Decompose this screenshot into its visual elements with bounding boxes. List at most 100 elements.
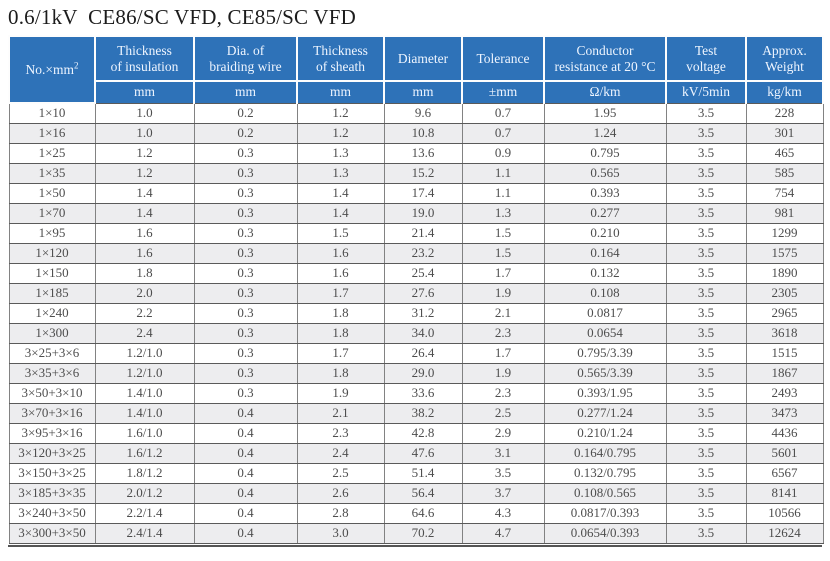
table-row: 1×70 1.4 0.3 1.4 19.0 1.3 0.277 3.5 981: [8, 202, 824, 224]
table-cell: 3.5: [665, 162, 747, 184]
table-cell: 3.5: [665, 442, 747, 464]
col-header-size-label: No.×mm: [25, 61, 75, 77]
table-cell: 0.0817/0.393: [543, 502, 667, 524]
table-row: 3×25+3×6 1.2/1.0 0.3 1.7 26.4 1.7 0.795/3.39 3.…: [8, 342, 824, 364]
table-cell: 0.4: [193, 502, 298, 524]
table-cell: 1.4/1.0: [94, 402, 195, 424]
table-cell: 3.5: [461, 462, 545, 484]
table-row: 1×10 1.0 0.2 1.2 9.6 0.7 1.95 3.5 228: [8, 102, 824, 124]
table-cell: 1.8: [296, 322, 385, 344]
table-cell: 3.5: [665, 242, 747, 264]
table-cell: 3.5: [665, 142, 747, 164]
table-cell: 0.3: [193, 262, 298, 284]
col-header-sheath: Thickness of sheath: [296, 35, 385, 82]
table-cell: 1.5: [461, 242, 545, 264]
table-cell: 0.3: [193, 362, 298, 384]
table-cell: 0.0817: [543, 302, 667, 324]
row-size-label: 1×300: [8, 322, 96, 344]
table-cell: 2.3: [296, 422, 385, 444]
row-size-label: 1×16: [8, 122, 96, 144]
table-cell: 2.4/1.4: [94, 522, 195, 544]
unit-diameter: mm: [383, 80, 463, 103]
table-cell: 2.8: [296, 502, 385, 524]
table-row: 3×50+3×10 1.4/1.0 0.3 1.9 33.6 2.3 0.393/1.95 3…: [8, 382, 824, 404]
col-header-test-voltage: Test voltage: [665, 35, 747, 82]
table-cell: 0.3: [193, 222, 298, 244]
table-row: 3×120+3×25 1.6/1.2 0.4 2.4 47.6 3.1 0.164/0.79…: [8, 442, 824, 464]
table-cell: 15.2: [383, 162, 463, 184]
table-cell: 0.3: [193, 182, 298, 204]
table-cell: 56.4: [383, 482, 463, 504]
table-cell: 13.6: [383, 142, 463, 164]
table-cell: 3.1: [461, 442, 545, 464]
table-cell: 19.0: [383, 202, 463, 224]
unit-tolerance: ±mm: [461, 80, 545, 103]
header-units-row: mm mm mm mm ±mm Ω/km kV/5min kg/km: [9, 80, 824, 103]
table-cell: 70.2: [383, 522, 463, 544]
row-size-label: 3×185+3×35: [8, 482, 96, 504]
table-body: 1×10 1.0 0.2 1.2 9.6 0.7 1.95 3.5 228 1×16 1.0 0.2 1…: [8, 102, 824, 544]
table-cell: 34.0: [383, 322, 463, 344]
table-cell: 3.5: [665, 362, 747, 384]
table-cell: 0.3: [193, 342, 298, 364]
table-cell: 42.8: [383, 422, 463, 444]
table-cell: 1.9: [296, 382, 385, 404]
table-cell: 1.4: [94, 202, 195, 224]
table-cell: 2965: [745, 302, 824, 324]
table-row: 1×16 1.0 0.2 1.2 10.8 0.7 1.24 3.5 301: [8, 122, 824, 144]
table-cell: 1.6: [94, 222, 195, 244]
row-size-label: 1×185: [8, 282, 96, 304]
table-cell: 1.6/1.0: [94, 422, 195, 444]
table-cell: 1.1: [461, 162, 545, 184]
col-header-braiding: Dia. of braiding wire: [193, 35, 298, 82]
table-cell: 0.132: [543, 262, 667, 284]
table-cell: 27.6: [383, 282, 463, 304]
table-row: 1×95 1.6 0.3 1.5 21.4 1.5 0.210 3.5 1299: [8, 222, 824, 244]
col-header-weight: Approx. Weight: [745, 35, 824, 82]
row-size-label: 3×150+3×25: [8, 462, 96, 484]
table-cell: 2.5: [296, 462, 385, 484]
table-cell: 1.6: [296, 262, 385, 284]
table-cell: 2493: [745, 382, 824, 404]
table-cell: 2.5: [461, 402, 545, 424]
table-cell: 3.5: [665, 322, 747, 344]
table-cell: 1.24: [543, 122, 667, 144]
table-cell: 29.0: [383, 362, 463, 384]
table-cell: 8141: [745, 482, 824, 504]
table-cell: 3.5: [665, 262, 747, 284]
table-cell: 1.2/1.0: [94, 342, 195, 364]
table-cell: 1.2/1.0: [94, 362, 195, 384]
table-cell: 0.3: [193, 382, 298, 404]
row-size-label: 3×95+3×16: [8, 422, 96, 444]
table-cell: 31.2: [383, 302, 463, 324]
table-row: 3×185+3×35 2.0/1.2 0.4 2.6 56.4 3.7 0.108/0.56…: [8, 482, 824, 504]
unit-insulation: mm: [94, 80, 195, 103]
table-cell: 2.4: [296, 442, 385, 464]
page-title: 0.6/1kV CE86/SC VFD, CE85/SC VFD: [8, 5, 356, 29]
table-row: 3×70+3×16 1.4/1.0 0.4 2.1 38.2 2.5 0.277/1.24 3…: [8, 402, 824, 424]
table-cell: 1.0: [94, 122, 195, 144]
table-cell: 1.4: [296, 202, 385, 224]
table-cell: 3.7: [461, 482, 545, 504]
table-cell: 47.6: [383, 442, 463, 464]
col-header-diameter: Diameter: [383, 35, 463, 82]
table-cell: 1.1: [461, 182, 545, 204]
table-cell: 1.6: [94, 242, 195, 264]
table-cell: 3.5: [665, 302, 747, 324]
unit-weight: kg/km: [745, 80, 824, 103]
table-cell: 10566: [745, 502, 824, 524]
table-cell: 5601: [745, 442, 824, 464]
table-cell: 1515: [745, 342, 824, 364]
table-cell: 0.4: [193, 422, 298, 444]
table-cell: 1.9: [461, 362, 545, 384]
table-cell: 3.5: [665, 202, 747, 224]
table-cell: 3.5: [665, 522, 747, 544]
table-cell: 3.5: [665, 482, 747, 504]
unit-braiding: mm: [193, 80, 298, 103]
table-cell: 25.4: [383, 262, 463, 284]
table-cell: 3.5: [665, 182, 747, 204]
table-cell: 1.3: [461, 202, 545, 224]
table-cell: 2.2/1.4: [94, 502, 195, 524]
row-size-label: 3×50+3×10: [8, 382, 96, 404]
table-cell: 4436: [745, 422, 824, 444]
